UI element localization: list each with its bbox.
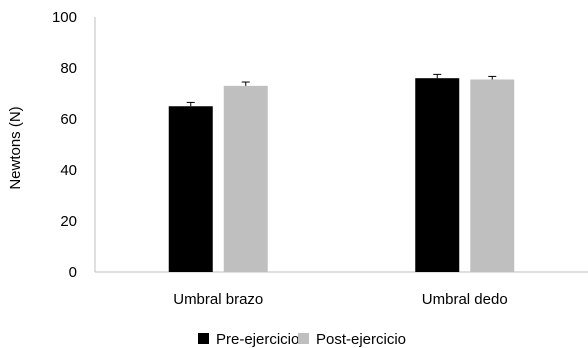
- y-tick-label: 80: [60, 60, 77, 77]
- bars-group: [168, 73, 515, 272]
- bar-pre-dedo: [415, 78, 460, 272]
- y-axis-title: Newtons (N): [7, 106, 24, 189]
- y-tick-label: 100: [52, 9, 77, 26]
- legend-label: Pre-ejercicio: [216, 331, 299, 348]
- bar-post-brazo: [223, 85, 268, 272]
- bar-pre-brazo: [168, 106, 213, 272]
- y-tick-label: 0: [69, 264, 77, 281]
- y-tick-label: 20: [60, 213, 77, 230]
- bar-post-dedo: [470, 79, 515, 272]
- category-label: Umbral brazo: [173, 291, 263, 308]
- y-tick-label: 60: [60, 111, 77, 128]
- y-tick-label: 40: [60, 162, 77, 179]
- legend-swatch: [298, 333, 309, 344]
- category-labels: Umbral brazo Umbral dedo: [173, 291, 507, 308]
- legend: Pre-ejercicio Post-ejercicio: [198, 331, 406, 348]
- legend-label: Post-ejercicio: [316, 331, 406, 348]
- legend-swatch: [198, 333, 209, 344]
- category-label: Umbral dedo: [422, 291, 508, 308]
- y-axis-ticks: 0 20 40 60 80 100: [52, 9, 77, 281]
